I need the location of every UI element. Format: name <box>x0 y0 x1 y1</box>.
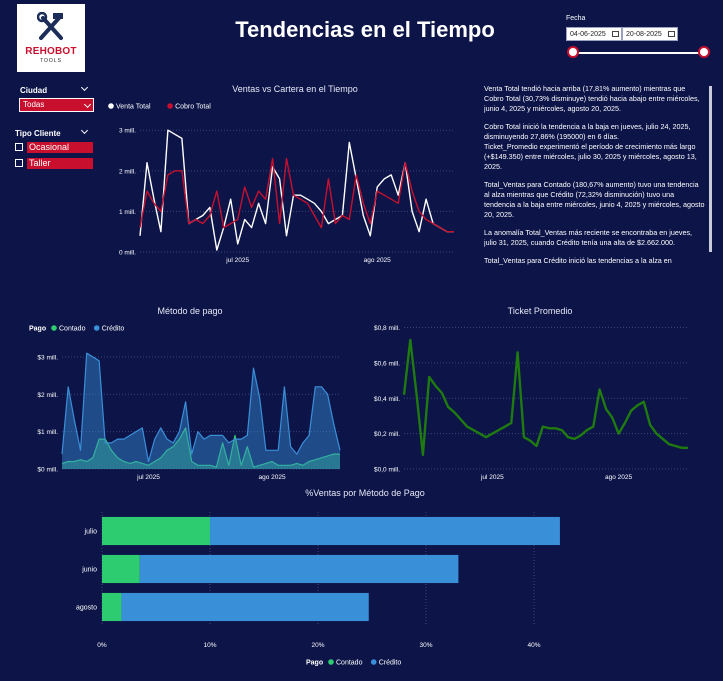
y-tick-label: 1 mill. <box>119 209 136 216</box>
legend-title: Pago <box>29 326 46 333</box>
company-logo: REHOBOT TOOLS <box>17 4 85 72</box>
y-category-label: agosto <box>76 605 97 612</box>
narrative-paragraph: Venta Total tendió hacia arriba (17,81% … <box>484 84 700 113</box>
logo-wordmark: REHOBOT <box>25 46 77 57</box>
bar-crédito <box>210 516 560 546</box>
metodo-pago-title: Método de pago <box>157 306 223 316</box>
y-tick-label: $1 mill. <box>37 429 58 436</box>
y-tick-label: 0 mill. <box>119 250 136 257</box>
checkbox-taller[interactable] <box>15 159 23 167</box>
logo-subtitle: TOOLS <box>40 58 62 64</box>
series-line-venta total <box>139 129 454 251</box>
ventas-cartera-title: Ventas vs Cartera en el Tiempo <box>232 84 358 94</box>
client-type-label: Tipo Cliente <box>15 129 61 138</box>
x-tick-label: 0% <box>97 642 107 649</box>
x-tick-label: 40% <box>527 642 540 649</box>
legend-marker <box>370 659 377 665</box>
y-tick-label: $2 mill. <box>37 392 58 399</box>
bar-contado <box>102 516 210 546</box>
date-range-slider[interactable] <box>572 52 704 54</box>
narrative-paragraph: Total_Ventas para Crédito inició las ten… <box>484 256 672 265</box>
checkbox-ocasional[interactable] <box>15 143 23 151</box>
narrative-scrollbar[interactable] <box>709 86 712 252</box>
series-area-crédito <box>62 353 340 469</box>
smart-narrative: Venta Total tendió hacia arriba (17,81% … <box>484 84 706 284</box>
legend-marker <box>51 325 57 331</box>
client-option-ocasional[interactable]: Ocasional <box>27 142 93 153</box>
bar-crédito <box>139 554 459 584</box>
y-category-label: junio <box>81 567 97 574</box>
calendar-icon[interactable] <box>612 31 619 37</box>
legend-marker <box>328 659 334 665</box>
narrative-paragraph: Ticket_Promedio experimentó el período d… <box>484 142 697 171</box>
legend-label: Venta Total <box>116 104 151 111</box>
x-tick-label: ago 2025 <box>258 474 285 481</box>
bar-crédito <box>121 592 369 622</box>
y-tick-label: $0,0 mill. <box>374 467 400 474</box>
tools-icon <box>37 12 63 40</box>
y-tick-label: $0,6 mill. <box>374 360 400 367</box>
end-date-value: 20-08-2025 <box>626 31 662 38</box>
slider-end-handle[interactable] <box>698 46 710 58</box>
legend-label: Crédito <box>102 326 125 333</box>
legend-label: Contado <box>336 660 363 667</box>
start-date-input[interactable]: 04-06-2025 <box>566 27 622 41</box>
y-tick-label: $0,2 mill. <box>374 431 400 438</box>
ticket-promedio-title: Ticket Promedio <box>507 306 573 316</box>
end-date-input[interactable]: 20-08-2025 <box>622 27 678 41</box>
x-tick-label: ago 2025 <box>364 257 391 264</box>
y-tick-label: $0,8 mill. <box>374 325 400 332</box>
date-filter-label: Fecha <box>566 15 586 22</box>
x-tick-label: 20% <box>311 642 324 649</box>
calendar-icon[interactable] <box>668 31 675 37</box>
bar-contado <box>102 592 122 622</box>
pct-ventas-title: %Ventas por Método de Pago <box>305 488 425 498</box>
legend-marker <box>108 103 114 109</box>
y-tick-label: 2 mill. <box>119 168 136 175</box>
metodo-pago-chart: $0 mill. $1 mill. $2 mill. $3 mill. jul 2025… <box>29 325 341 481</box>
chevron-down-icon[interactable] <box>80 83 89 92</box>
slider-start-handle[interactable] <box>567 46 579 58</box>
y-tick-label: $3 mill. <box>37 354 58 361</box>
x-tick-label: 30% <box>419 642 432 649</box>
chevron-down-icon[interactable] <box>80 126 89 135</box>
x-tick-label: jul 2025 <box>225 257 249 264</box>
x-tick-label: 10% <box>203 642 216 649</box>
legend-label: Contado <box>59 326 86 333</box>
narrative-paragraph: La anomalía Total_Ventas más reciente se… <box>484 228 693 247</box>
series-line-contado <box>61 427 340 468</box>
legend-marker <box>93 325 100 331</box>
legend-marker <box>167 103 173 109</box>
narrative-paragraph: Total_Ventas para Contado (180,67% aumen… <box>484 180 705 219</box>
series-area-contado <box>62 427 340 469</box>
legend-title: Pago <box>306 660 323 667</box>
bar-contado <box>102 554 140 584</box>
y-category-label: julio <box>84 529 98 536</box>
start-date-value: 04-06-2025 <box>570 31 606 38</box>
legend-label: Cobro Total <box>175 104 211 111</box>
page-title: Tendencias en el Tiempo <box>235 17 495 42</box>
series-line-crédito <box>61 352 341 463</box>
city-select-value: Todas <box>23 100 45 109</box>
y-tick-label: $0,4 mill. <box>374 396 400 403</box>
y-tick-label: 3 mill. <box>119 128 136 135</box>
y-tick-label: $0 mill. <box>37 467 58 474</box>
city-select[interactable]: Todas <box>19 98 94 112</box>
ticket-promedio-chart: $0,0 mill. $0,2 mill. $0,4 mill. $0,6 mill.… <box>374 325 688 481</box>
series-line-main <box>402 338 688 457</box>
client-option-taller[interactable]: Taller <box>27 158 93 169</box>
series-line-cobro total <box>139 157 454 233</box>
pct-ventas-chart: 0% 10% 20% 30% 40% julio junio agosto Pago Contad… <box>76 512 560 667</box>
narrative-paragraph: Cobro Total inició la tendencia a la baj… <box>484 122 691 141</box>
x-tick-label: ago 2025 <box>605 474 632 481</box>
chevron-down-icon <box>83 100 92 109</box>
x-tick-label: jul 2025 <box>136 474 160 481</box>
legend-label: Crédito <box>379 660 402 667</box>
ventas-cartera-chart: 0 mill. 1 mill. 2 mill. 3 mill. jul 2025 ago … <box>108 103 454 264</box>
city-filter-label: Ciudad <box>20 86 48 95</box>
x-tick-label: jul 2025 <box>480 474 504 481</box>
